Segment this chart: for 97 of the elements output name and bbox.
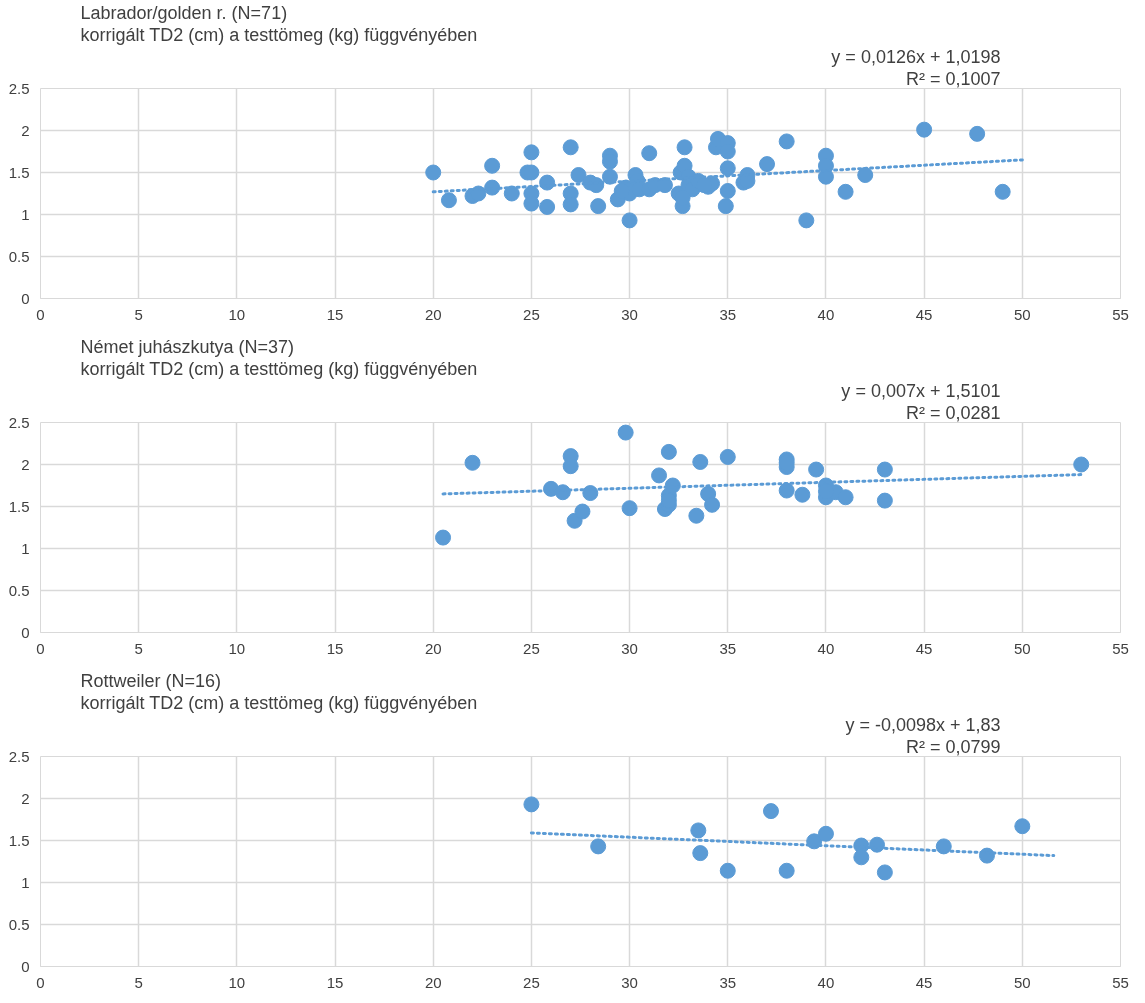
chart-title: Labrador/golden r. (N=71): [80, 2, 288, 23]
x-tick-label: 50: [1013, 305, 1031, 323]
point: [794, 486, 811, 503]
y-tick-label: 2.5: [8, 413, 30, 431]
x-tick-label: 10: [228, 305, 246, 323]
text: y = -0,0098x + 1,83: [845, 714, 1001, 735]
annotation: R² = 0,1007: [905, 68, 1001, 89]
x-tick-label: 25: [523, 639, 540, 657]
text: y = 0,0126x + 1,0198: [831, 46, 1001, 67]
x-tick-label: 20: [424, 973, 442, 991]
y-tick-label: 0.5: [8, 915, 30, 933]
x-tick-label: 35: [719, 305, 737, 323]
x-tick-label: 0: [36, 973, 45, 991]
x-tick-label: 25: [523, 973, 540, 991]
x-tick-label: 40: [817, 639, 835, 657]
point: [817, 825, 834, 842]
x-tick-label: 15: [326, 973, 344, 991]
x-tick-label: 35: [719, 639, 737, 657]
point: [692, 845, 709, 862]
y-tick-label: 2.5: [8, 747, 30, 765]
x-tick-label: 45: [915, 973, 933, 991]
text: y = 0,007x + 1,5101: [841, 380, 1001, 401]
annotation: R² = 0,0281: [905, 402, 1001, 423]
y-tick-label: 0: [21, 623, 30, 641]
chart-subtitle: korrigált TD2 (cm) a testtömeg (kg) függvényében: [80, 24, 478, 45]
point: [651, 467, 668, 484]
x-tick-label: 15: [326, 305, 344, 323]
point: [590, 838, 607, 855]
x-tick-label: 25: [523, 305, 540, 323]
point: [762, 803, 779, 820]
point: [935, 838, 952, 855]
y-tick-label: 0: [21, 957, 30, 975]
y-tick-label: 1.5: [8, 497, 30, 515]
x-tick-label: 5: [134, 973, 143, 991]
x-tick-label: 45: [915, 639, 933, 657]
x-tick-label: 0: [36, 639, 45, 657]
x-tick-label: 55: [1112, 639, 1129, 657]
point: [853, 849, 870, 866]
x-tick-label: 35: [719, 973, 737, 991]
point: [1073, 456, 1090, 473]
y-tick-label: 2.5: [8, 79, 30, 97]
x-tick-label: 30: [621, 305, 638, 323]
point: [617, 424, 634, 441]
x-tick-label: 5: [134, 639, 143, 657]
x-tick-label: 40: [817, 973, 835, 991]
y-tick-label: 0: [21, 289, 30, 307]
chart-subtitle: korrigált TD2 (cm) a testtömeg (kg) függvényében: [80, 692, 478, 713]
point: [808, 461, 825, 478]
y-tick-label: 1: [21, 873, 30, 891]
point: [660, 443, 677, 460]
x-tick-label: 20: [424, 639, 442, 657]
point: [869, 836, 886, 853]
x-tick-label: 30: [621, 973, 638, 991]
point: [876, 864, 893, 881]
y-tick-label: 1.5: [8, 831, 30, 849]
y-tick-label: 1.5: [8, 163, 30, 181]
x-tick-label: 0: [36, 305, 45, 323]
point: [876, 492, 893, 509]
point: [621, 500, 638, 517]
y-tick-label: 0.5: [8, 581, 30, 599]
point: [837, 489, 854, 506]
y-tick-label: 1: [21, 539, 30, 557]
point: [574, 503, 591, 520]
point: [719, 862, 736, 879]
point: [435, 529, 452, 546]
chart-subtitle: korrigált TD2 (cm) a testtömeg (kg) függvényében: [80, 358, 478, 379]
x-tick-label: 55: [1112, 973, 1129, 991]
chart-title: Német juhászkutya (N=37): [80, 336, 295, 357]
x-tick-label: 10: [228, 973, 246, 991]
point: [778, 482, 795, 499]
y-tick-label: 0.5: [8, 247, 30, 265]
point: [704, 496, 721, 513]
y-tick-label: 1: [21, 205, 30, 223]
point: [692, 453, 709, 470]
chart-title: Rottweiler (N=16): [80, 670, 222, 691]
x-tick-label: 50: [1013, 973, 1031, 991]
x-tick-label: 15: [326, 639, 344, 657]
x-tick-label: 20: [424, 305, 442, 323]
x-tick-label: 40: [817, 305, 835, 323]
x-tick-label: 45: [915, 305, 933, 323]
x-tick-label: 10: [228, 639, 246, 657]
x-tick-label: 55: [1112, 305, 1129, 323]
point: [464, 454, 481, 471]
x-tick-label: 50: [1013, 639, 1031, 657]
point: [876, 461, 893, 478]
point: [1014, 818, 1031, 835]
point: [690, 822, 707, 839]
x-tick-label: 5: [134, 305, 143, 323]
y-tick-label: 2: [21, 789, 30, 807]
annotation: R² = 0,0799: [905, 736, 1001, 757]
point: [778, 862, 795, 879]
x-tick-label: 30: [621, 639, 638, 657]
point: [688, 507, 705, 524]
y-tick-label: 2: [21, 455, 30, 473]
point: [523, 796, 540, 813]
point: [719, 448, 736, 465]
y-tick-label: 2: [21, 121, 30, 139]
